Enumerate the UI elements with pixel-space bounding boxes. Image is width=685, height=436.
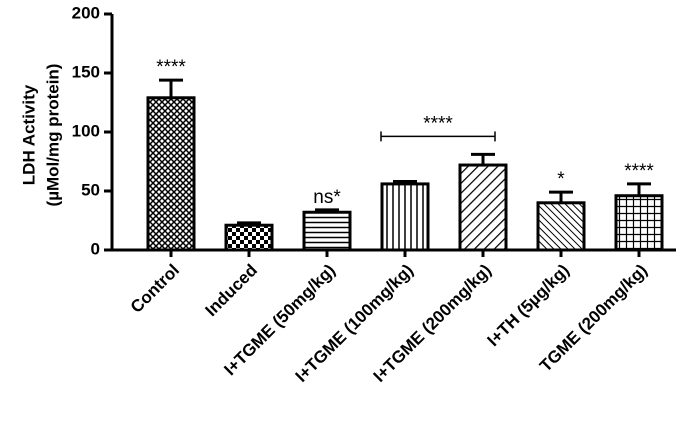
x-tick-label: Control <box>127 261 183 317</box>
y-axis-label: (µMol/mg protein) <box>43 64 62 207</box>
bracket-label: **** <box>423 113 453 134</box>
y-tick-label: 0 <box>91 239 100 258</box>
bar <box>146 96 196 252</box>
y-tick-label: 200 <box>72 3 100 22</box>
bar <box>302 210 352 252</box>
y-tick-label: 100 <box>72 121 100 140</box>
y-tick-label: 50 <box>81 180 100 199</box>
significance-label: **** <box>156 57 186 78</box>
x-tick-label: I+TH (5µg/kg) <box>484 261 573 350</box>
bar <box>380 182 430 252</box>
significance-label: ns* <box>313 187 341 208</box>
bar <box>614 194 664 252</box>
bar <box>224 223 274 252</box>
significance-label: **** <box>624 161 654 182</box>
significance-label: * <box>557 169 565 190</box>
bar <box>536 201 586 252</box>
y-tick-label: 150 <box>72 62 100 81</box>
x-tick-label: Induced <box>201 261 261 321</box>
bar <box>458 163 508 252</box>
y-axis-label: LDH Activity <box>19 84 38 185</box>
